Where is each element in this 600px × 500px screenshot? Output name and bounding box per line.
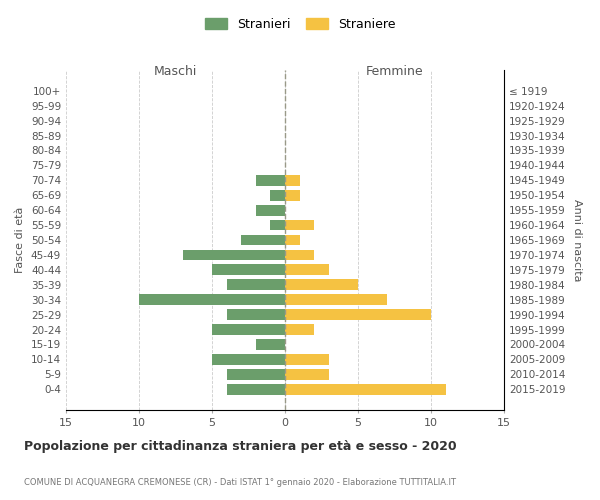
Bar — [212, 324, 285, 335]
Bar — [212, 264, 285, 275]
Bar — [285, 324, 314, 335]
Bar — [285, 384, 446, 394]
Bar — [285, 234, 299, 246]
Text: Maschi: Maschi — [154, 65, 197, 78]
Bar — [285, 294, 387, 305]
Bar — [285, 280, 358, 290]
Bar — [285, 175, 299, 186]
Bar — [271, 190, 285, 200]
Text: Femmine: Femmine — [365, 65, 424, 78]
Text: Popolazione per cittadinanza straniera per età e sesso - 2020: Popolazione per cittadinanza straniera p… — [24, 440, 457, 453]
Bar — [256, 175, 285, 186]
Bar — [285, 220, 314, 230]
Bar — [227, 309, 285, 320]
Bar — [183, 250, 285, 260]
Bar — [212, 354, 285, 364]
Bar — [256, 205, 285, 216]
Y-axis label: Anni di nascita: Anni di nascita — [572, 198, 582, 281]
Bar — [139, 294, 285, 305]
Bar — [285, 264, 329, 275]
Bar — [227, 369, 285, 380]
Bar — [241, 234, 285, 246]
Bar — [285, 369, 329, 380]
Bar — [285, 250, 314, 260]
Bar — [271, 220, 285, 230]
Bar — [285, 309, 431, 320]
Legend: Stranieri, Straniere: Stranieri, Straniere — [198, 11, 402, 37]
Bar — [256, 339, 285, 350]
Text: COMUNE DI ACQUANEGRA CREMONESE (CR) - Dati ISTAT 1° gennaio 2020 - Elaborazione : COMUNE DI ACQUANEGRA CREMONESE (CR) - Da… — [24, 478, 456, 487]
Bar — [285, 354, 329, 364]
Bar — [285, 190, 299, 200]
Bar — [227, 280, 285, 290]
Y-axis label: Fasce di età: Fasce di età — [16, 207, 25, 273]
Bar — [227, 384, 285, 394]
